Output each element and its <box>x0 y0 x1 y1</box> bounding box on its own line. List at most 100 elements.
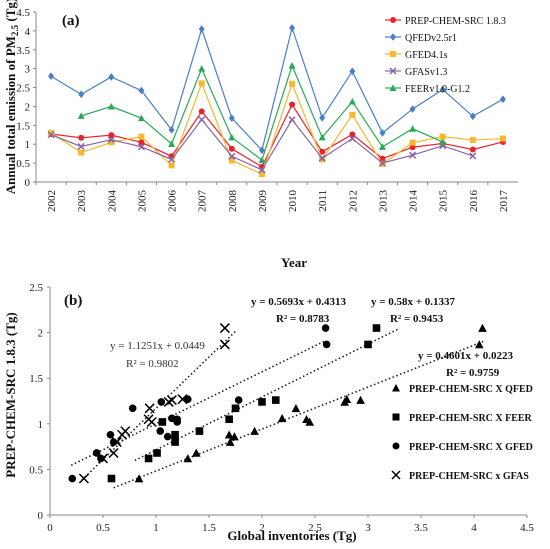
legend-item-prep-chem-src-x-gfed: PREP-CHEM-SRC X GFED <box>392 442 533 453</box>
data-point-qfedv2-5r1 <box>138 86 145 95</box>
data-point-prep-chem-src-x-gfas <box>163 396 174 407</box>
panel-a-x-ticks: 2002 2003 2004 2005 2006 2007 2008 2009 2010 2011… <box>35 182 510 213</box>
data-point-prep-chem-src-x-qfed <box>356 395 365 404</box>
legend-item-feerv1-0-g1-2: FEERv1.0-G1.2 <box>385 84 470 95</box>
panel-b-x-ticks: 0 0.5 1 1.5 2 2.5 3 3.5 4 4.5 <box>47 515 534 534</box>
data-point-gfasv1-3 <box>348 135 356 143</box>
data-point-qfedv2-5r1 <box>469 112 476 121</box>
data-point-gfed4-1s <box>198 80 205 87</box>
trendline-prep-chem-src-x-gfas <box>81 330 237 481</box>
data-point-gfed4-1s <box>138 133 145 140</box>
panel-b-x-tick-label: 3 <box>365 522 371 534</box>
data-point-prep-chem-src-x-qfed <box>305 417 314 426</box>
data-point-prep-chem-src-x-gfed <box>322 340 331 349</box>
gfas-fit-equation: y = 1.1251x + 0.0449 <box>110 340 205 352</box>
data-point-prep-chem-src-x-gfed <box>321 324 330 332</box>
panel-a-y-tick-label: 2 <box>25 101 31 113</box>
data-point-prep-chem-src-x-qfed <box>291 403 301 413</box>
legend-label: PREP-CHEM-SRC 1.8.3 <box>405 16 506 27</box>
data-point-gfed4-1s <box>258 171 265 178</box>
series-line-prep-chem-src-1-8-3 <box>50 103 504 168</box>
panel-b-x-axis-title: Global inventories (Tg) <box>227 528 356 543</box>
data-point-prep-chem-src-1-8-3 <box>409 144 416 151</box>
data-point-qfedv2-5r1 <box>228 114 235 122</box>
panel-a-y-tick-label: 1.5 <box>16 120 30 132</box>
legend-label: GFED4.1s <box>405 50 448 61</box>
panel-a-x-tick-label: 2005 <box>136 190 148 213</box>
panel-b-x-tick-label: 3.5 <box>414 522 428 534</box>
panel-a: 00.511.522.533.544.5 2002 2003 2004 2005 200… <box>3 0 518 270</box>
data-point-feerv1-0-g1-2 <box>168 140 176 147</box>
panel-b-y-tick-label: 2.5 <box>29 282 43 294</box>
panel-a-y-axis-title-sub: 2.5 <box>10 24 20 36</box>
data-point-prep-chem-src-1-8-3 <box>198 108 205 115</box>
panel-b-legend: PREP-CHEM-SRC X QFED PREP-CHEM-SRC X FEER… <box>391 384 533 482</box>
panel-b-x-tick-label: 2.5 <box>308 522 322 534</box>
legend-item-gfasv1-3: GFASv1.3 <box>385 67 447 78</box>
panel-a-x-tick-label: 2002 <box>46 190 58 212</box>
data-point-gfed4-1s <box>289 80 296 87</box>
legend-swatch-marker <box>389 67 397 75</box>
panel-b-y-tick-label: 0 <box>38 510 44 522</box>
legend-item-qfedv2-5r1: QFEDv2.5r1 <box>385 33 457 44</box>
panel-a-y-tick-label: 2.5 <box>16 83 30 95</box>
data-point-gfed4-1s <box>48 129 55 136</box>
panel-a-legend: PREP-CHEM-SRC 1.8.3 QFEDv2.5r1 GFED4.1s GFA… <box>385 16 506 95</box>
data-point-prep-chem-src-x-qfed <box>277 414 287 423</box>
data-point-qfedv2-5r1 <box>108 73 115 81</box>
panel-a-x-tick-label: 2016 <box>468 190 480 213</box>
data-point-qfedv2-5r1 <box>289 24 296 32</box>
data-point-prep-chem-src-x-feer <box>231 404 240 413</box>
data-point-prep-chem-src-1-8-3 <box>228 145 235 152</box>
panel-b-y-tick-label: 0.5 <box>29 464 43 476</box>
trendline-prep-chem-src-x-qfed <box>113 340 485 489</box>
panel-b-trendlines <box>70 327 485 489</box>
panel-a-y-axis-title: Annual total emission of PM2.5 (Tg) <box>3 0 20 194</box>
data-point-qfedv2-5r1 <box>349 67 356 76</box>
data-point-prep-chem-src-x-gfas <box>219 323 230 334</box>
data-point-prep-chem-src-x-feer <box>372 324 381 332</box>
legend-label: PREP-CHEM-SRC X FEER <box>409 413 533 424</box>
data-point-prep-chem-src-1-8-3 <box>349 131 356 138</box>
data-point-prep-chem-src-x-gfed <box>173 418 181 426</box>
data-point-prep-chem-src-x-qfed <box>225 437 235 446</box>
data-point-prep-chem-src-x-qfed <box>475 340 484 349</box>
data-point-prep-chem-src-1-8-3 <box>78 134 85 141</box>
data-point-gfasv1-3 <box>258 166 266 174</box>
panel-a-x-axis-title: Year <box>281 255 307 270</box>
panel-a-x-tick-label: 2012 <box>347 190 359 212</box>
series-prep-chem-src-x-gfas <box>78 323 230 484</box>
data-point-prep-chem-src-x-gfed <box>128 404 137 413</box>
panel-a-y-tick-label: 3 <box>25 64 31 76</box>
data-point-prep-chem-src-x-gfas <box>144 403 155 414</box>
data-point-gfed4-1s <box>439 133 446 140</box>
data-point-qfedv2-5r1 <box>198 25 205 33</box>
legend-swatch-marker <box>392 384 400 392</box>
legend-label: FEERv1.0-G1.2 <box>405 84 470 95</box>
panel-a-x-tick-label: 2017 <box>498 190 510 213</box>
data-point-prep-chem-src-x-feer <box>158 418 167 426</box>
panel-b-x-tick-label: 0.5 <box>96 522 110 534</box>
gfed-fit-equation: y = 0.5693x + 0.4313 <box>251 296 347 308</box>
panel-a-x-tick-label: 2006 <box>167 190 179 213</box>
legend-item-gfed4-1s: GFED4.1s <box>385 50 448 61</box>
data-point-prep-chem-src-x-gfas <box>177 394 188 405</box>
panel-b-y-axis-title: PREP-CHEM-SRC 1.8.3 (Tg) <box>3 312 18 477</box>
panel-b-x-tick-label: 1 <box>153 522 159 534</box>
data-point-prep-chem-src-x-gfed <box>156 427 165 435</box>
legend-swatch-marker <box>390 17 396 23</box>
legend-label: PREP-CHEM-SRC X GFED <box>409 442 533 453</box>
data-point-prep-chem-src-1-8-3 <box>108 132 115 139</box>
legend-label: PREP-CHEM-SRC x GFAS <box>409 471 529 482</box>
panel-a-y-tick-label: 4 <box>25 26 31 38</box>
panel-a-x-tick-label: 2013 <box>377 190 389 213</box>
data-point-gfasv1-3 <box>288 116 296 124</box>
panel-a-y-tick-label: 0.5 <box>16 158 30 170</box>
data-point-prep-chem-src-x-gfed <box>97 454 105 463</box>
data-point-gfasv1-3 <box>378 159 386 167</box>
legend-item-prep-chem-src-x-gfas: PREP-CHEM-SRC x GFAS <box>391 470 529 482</box>
data-point-gfed4-1s <box>349 111 356 118</box>
gfas-fit-r2: R² = 0.9802 <box>126 358 179 370</box>
panel-a-x-tick-label: 2008 <box>227 190 239 213</box>
data-point-prep-chem-src-x-gfed <box>163 432 172 441</box>
